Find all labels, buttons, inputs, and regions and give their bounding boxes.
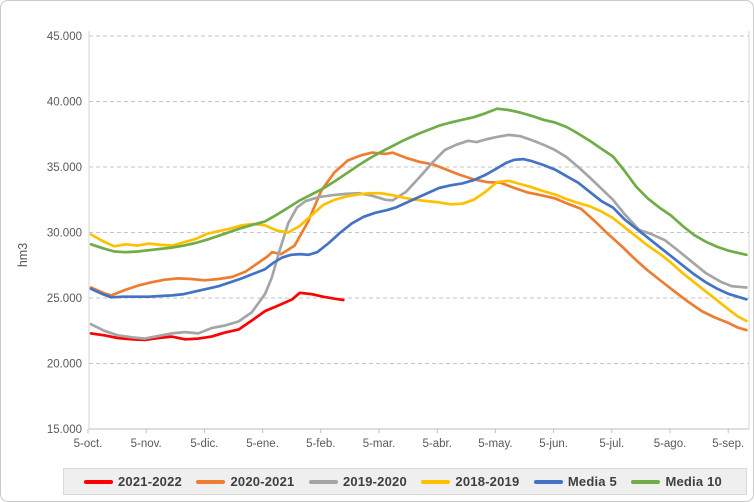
y-tick-label: 35.000 (47, 162, 82, 174)
y-tick-label: 25.000 (47, 293, 82, 305)
x-tick-label: 5-feb. (306, 438, 335, 450)
legend-label: 2020-2021 (230, 474, 295, 489)
x-tick-label: 5-abr. (422, 438, 451, 450)
legend: 2021-2022 2020-2021 2019-2020 2018-2019 Medi… (63, 468, 747, 495)
series-line-2019-2020 (89, 133, 748, 340)
series-line-media-10 (89, 107, 748, 257)
legend-line-swatch (631, 479, 661, 484)
x-tick-label: 5-jun. (539, 438, 568, 450)
x-tick-label: 5-ene. (246, 438, 279, 450)
legend-label: 2021-2022 (118, 474, 182, 489)
legend-item-media-10: Media 10 (631, 474, 722, 489)
series-line-2020-2021 (89, 151, 748, 332)
x-tick-label: 5-ago. (654, 438, 687, 450)
x-tick-label: 5-nov. (131, 438, 162, 450)
legend-line-swatch (308, 479, 338, 484)
legend-label: 2019-2020 (342, 474, 407, 489)
series-line-2021-2022 (89, 291, 345, 342)
legend-line-swatch (196, 479, 226, 484)
legend-item-2021-2022: 2021-2022 (84, 474, 182, 489)
x-tick-label: 5-dic. (190, 438, 218, 450)
legend-line-swatch (84, 479, 113, 484)
y-tick-label: 45.000 (47, 31, 82, 43)
x-tick-label: 5-oct. (74, 438, 103, 450)
x-tick-label: 5-mar. (363, 438, 396, 450)
y-tick-label: 40.000 (47, 97, 82, 109)
legend-item-media-5: Media 5 (533, 474, 617, 489)
legend-line-swatch (421, 479, 451, 484)
x-tick-label: 5-jul. (599, 438, 624, 450)
legend-item-2018-2019: 2018-2019 (421, 474, 519, 489)
y-axis-title: hm3 (16, 242, 30, 268)
y-tick-label: 20.000 (47, 359, 82, 371)
y-tick-label: 15.000 (47, 424, 82, 436)
legend-item-2019-2020: 2019-2020 (308, 474, 407, 489)
legend-label: Media 10 (665, 474, 722, 489)
series-line-media-5 (89, 157, 748, 301)
legend-item-2020-2021: 2020-2021 (196, 474, 294, 489)
legend-label: 2018-2019 (455, 474, 520, 489)
x-tick-label: 5-may. (478, 438, 512, 450)
legend-label: Media 5 (567, 474, 617, 489)
x-tick-label: 5-sep. (712, 438, 744, 450)
series-line-2018-2019 (89, 179, 748, 323)
legend-line-swatch (533, 479, 563, 484)
y-tick-label: 30.000 (47, 228, 82, 240)
